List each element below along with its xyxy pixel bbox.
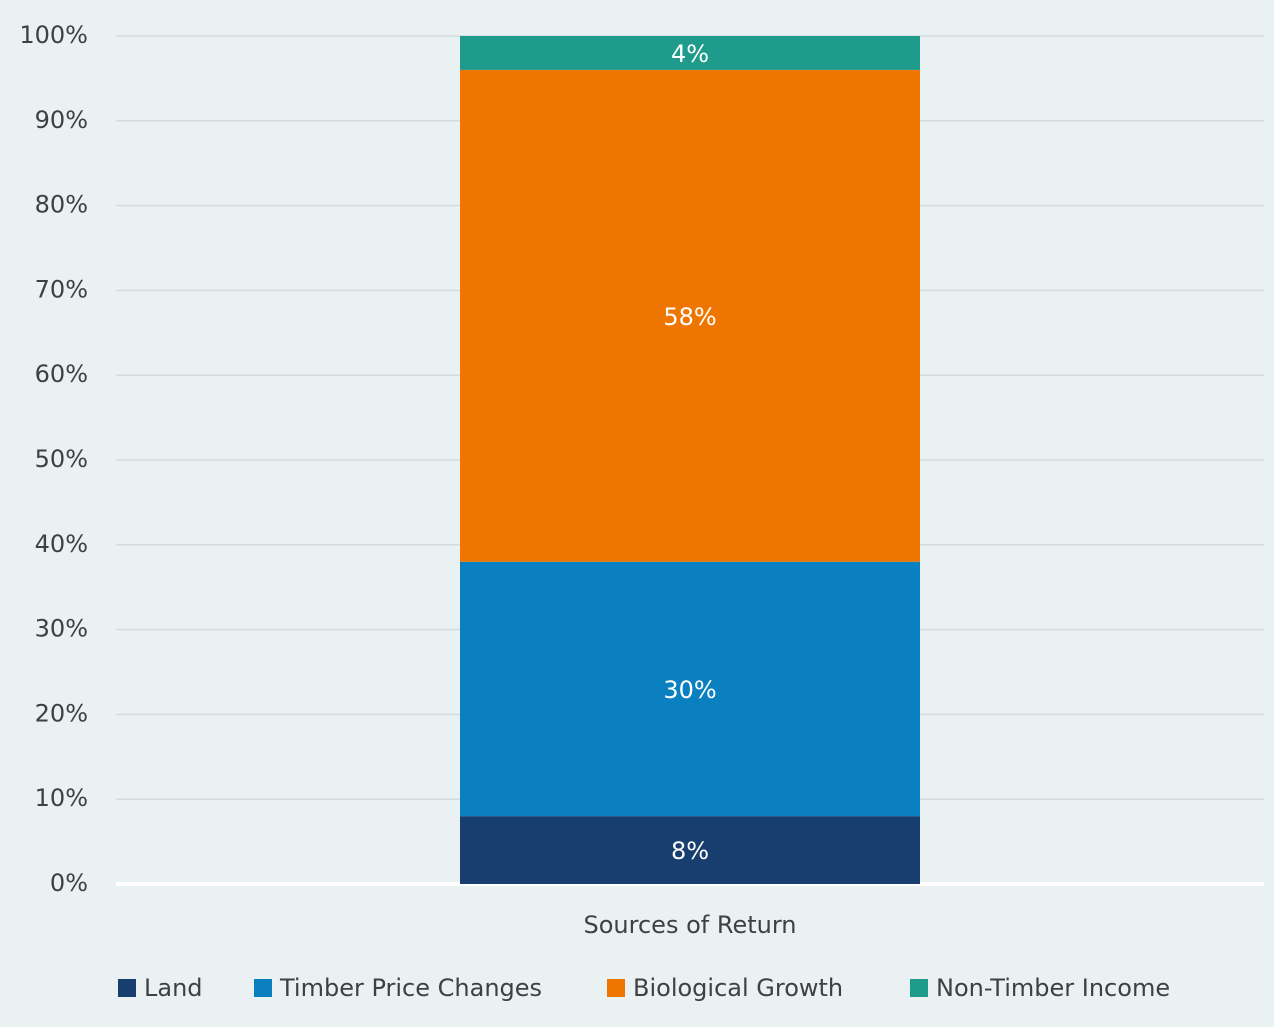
x-tick-label: Sources of Return bbox=[584, 911, 797, 939]
data-label: 30% bbox=[663, 676, 716, 704]
legend-swatch bbox=[910, 979, 928, 997]
y-tick-label: 90% bbox=[35, 106, 88, 134]
legend-label: Non-Timber Income bbox=[936, 974, 1170, 1002]
data-label: 8% bbox=[671, 837, 709, 865]
legend-label: Biological Growth bbox=[633, 974, 843, 1002]
y-tick-label: 100% bbox=[19, 21, 88, 49]
legend-swatch bbox=[254, 979, 272, 997]
y-tick-label: 30% bbox=[35, 615, 88, 643]
bar-segment bbox=[460, 561, 920, 817]
legend-label: Timber Price Changes bbox=[279, 974, 542, 1002]
y-tick-label: 20% bbox=[35, 699, 88, 727]
y-tick-label: 60% bbox=[35, 360, 88, 388]
y-tick-label: 80% bbox=[35, 191, 88, 219]
bar-segment bbox=[460, 69, 920, 562]
bar-segment bbox=[460, 816, 920, 884]
legend-swatch bbox=[118, 979, 136, 997]
y-tick-label: 0% bbox=[50, 869, 88, 897]
y-tick-label: 50% bbox=[35, 445, 88, 473]
y-tick-label: 10% bbox=[35, 784, 88, 812]
y-tick-label: 40% bbox=[35, 530, 88, 558]
data-label: 58% bbox=[663, 303, 716, 331]
data-label: 4% bbox=[671, 40, 709, 68]
legend-label: Land bbox=[144, 974, 203, 1002]
y-tick-label: 70% bbox=[35, 275, 88, 303]
legend-swatch bbox=[607, 979, 625, 997]
bar-segment bbox=[460, 36, 920, 70]
